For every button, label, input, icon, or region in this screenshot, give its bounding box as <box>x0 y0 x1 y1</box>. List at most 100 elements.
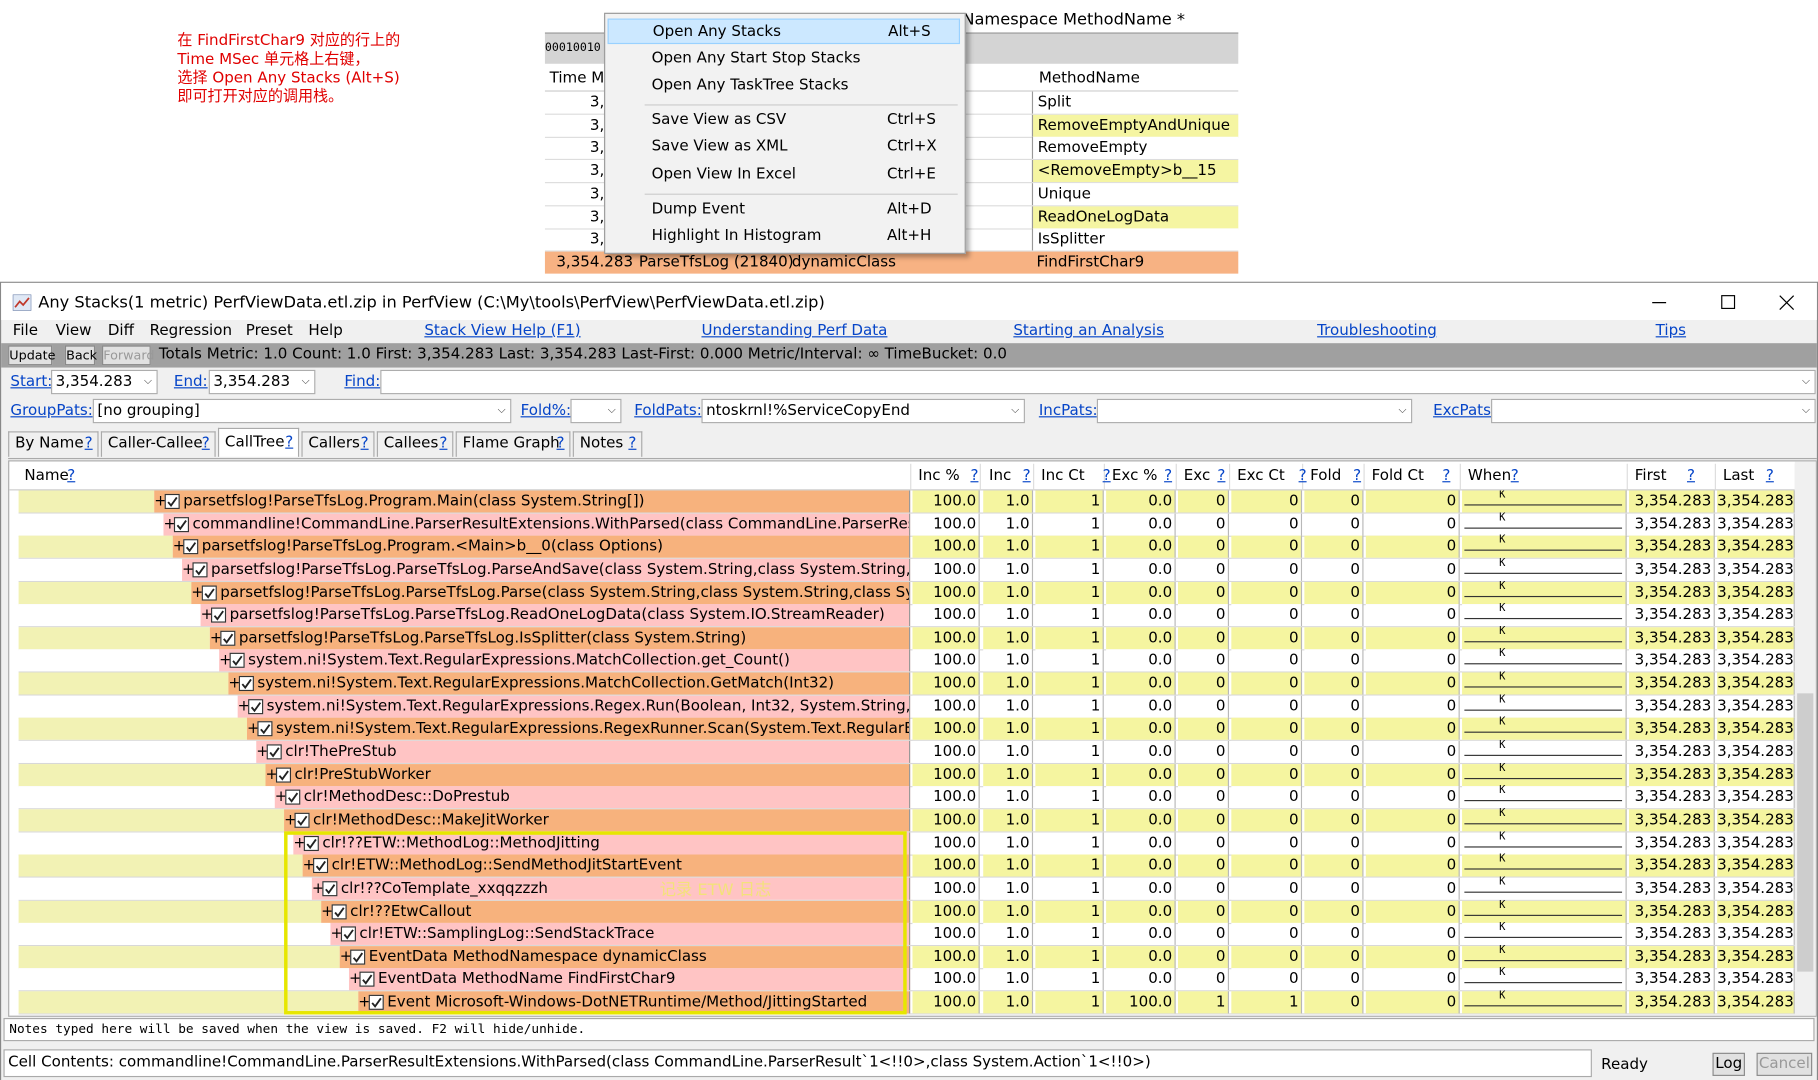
help-mark[interactable]: ? <box>1298 467 1307 485</box>
help-mark[interactable]: ? <box>360 434 369 453</box>
tab[interactable]: CallTree? <box>217 427 300 457</box>
checkbox[interactable] <box>229 653 245 669</box>
expander[interactable]: + <box>274 788 288 807</box>
grid-row[interactable]: + clr!??EtwCallout 100.0 1.0 1 0.0 0 0 0 0 K 3,354.… <box>18 899 1798 924</box>
expander[interactable]: + <box>358 993 371 1012</box>
grouppats-box[interactable]: [no grouping] ⌵ <box>92 398 512 424</box>
tab[interactable]: Flame Graph? <box>455 431 571 457</box>
foldpct-box[interactable]: ⌵ <box>570 398 622 424</box>
expander[interactable]: + <box>172 538 186 556</box>
help-mark[interactable]: ? <box>1765 467 1774 485</box>
help-mark[interactable]: ? <box>1102 467 1111 485</box>
help-link[interactable]: Stack View Help (F1) <box>424 322 581 340</box>
scrollbar[interactable] <box>1794 461 1816 1016</box>
grid-row[interactable]: + clr!MethodDesc::MakeJitWorker 100.0 1.0 1 0… <box>18 808 1798 833</box>
expander[interactable]: + <box>330 925 344 943</box>
help-mark[interactable]: ? <box>1353 467 1362 485</box>
grid-row[interactable]: + system.ni!System.Text.RegularExpression… <box>18 649 1798 674</box>
column-header[interactable]: Inc Ct? <box>1035 463 1111 490</box>
checkbox[interactable] <box>275 767 292 783</box>
expander[interactable]: + <box>339 948 353 966</box>
expander[interactable]: + <box>228 674 242 693</box>
checkbox[interactable] <box>238 676 254 692</box>
grouppats-link[interactable]: GroupPats: <box>10 402 93 420</box>
expander[interactable]: + <box>191 583 204 602</box>
toolbar-button[interactable]: Back <box>64 345 97 366</box>
column-header[interactable]: When? <box>1462 463 1628 490</box>
grid-row[interactable]: + clr!MethodDesc::DoPrestub 100.0 1.0 1 0.0 0 0… <box>18 785 1798 810</box>
expander[interactable]: + <box>321 902 334 921</box>
grid-row[interactable]: + system.ni!System.Text.RegularExpression… <box>18 717 1798 742</box>
menu-bar-item[interactable]: Preset <box>245 322 293 340</box>
grid-row[interactable]: + clr!??ETW::MethodLog::MethodJitting 100.… <box>18 831 1798 856</box>
column-header[interactable]: Last? <box>1717 463 1796 490</box>
expander[interactable]: + <box>163 515 177 533</box>
help-link[interactable]: Understanding Perf Data <box>701 322 888 340</box>
grid-row[interactable]: + parsetfslog!ParseTfsLog.ParseTfsLog.Par… <box>18 580 1798 605</box>
grid-row[interactable]: + clr!ETW::SamplingLog::SendStackTrace 100… <box>18 922 1798 947</box>
grid-row[interactable]: + system.ni!System.Text.RegularExpression… <box>18 671 1798 696</box>
grid-row[interactable]: + clr!??CoTemplate_xxqqzzzh 100.0 1.0 1 0.0 0 0… <box>18 876 1798 901</box>
help-mark[interactable]: ? <box>1217 467 1226 485</box>
checkbox[interactable] <box>266 744 282 760</box>
help-mark[interactable]: ? <box>201 434 210 453</box>
end-box[interactable]: 3,354.283 ⌵ <box>208 369 316 395</box>
column-header[interactable]: Fold Ct? <box>1366 463 1461 490</box>
help-link[interactable]: Troubleshooting <box>1317 322 1437 340</box>
log-button[interactable]: Log <box>1712 1052 1745 1076</box>
column-header[interactable]: Fold? <box>1304 463 1365 490</box>
checkbox[interactable] <box>248 698 264 714</box>
grid-row[interactable]: + EventData MethodName FindFirstChar9 100.… <box>18 967 1798 992</box>
menu-item[interactable]: Save View as CSV Ctrl+S <box>608 108 960 134</box>
grid-row[interactable]: + commandline!CommandLine.ParserResultExt… <box>18 512 1798 537</box>
help-mark[interactable]: ? <box>556 434 565 453</box>
column-header[interactable]: Exc? <box>1178 463 1231 490</box>
help-mark[interactable]: ? <box>970 467 979 485</box>
checkbox[interactable] <box>322 881 338 897</box>
toolbar-button[interactable]: Forward <box>102 345 154 366</box>
expander[interactable]: + <box>246 720 260 738</box>
column-header[interactable]: Inc %? <box>912 463 981 490</box>
help-mark[interactable]: ? <box>1442 467 1451 485</box>
tab[interactable]: By Name? <box>8 431 99 457</box>
checkbox[interactable] <box>331 903 347 919</box>
menu-item[interactable]: Save View as XML Ctrl+X <box>608 135 960 161</box>
grid-row[interactable]: + clr!ETW::MethodLog::SendMethodJitStartE… <box>18 854 1798 878</box>
excpats-box[interactable]: ⌵ <box>1491 398 1816 424</box>
checkbox[interactable] <box>350 949 366 965</box>
incpats-box[interactable]: ⌵ <box>1096 398 1413 424</box>
menu-bar-item[interactable]: Diff <box>107 322 135 340</box>
grid-row[interactable]: + parsetfslog!ParseTfsLog.ParseTfsLog.IsS… <box>18 626 1798 651</box>
expander[interactable]: + <box>265 766 279 784</box>
expander[interactable]: + <box>200 606 214 624</box>
menu-item[interactable]: Open View In Excel Ctrl+E <box>608 162 960 188</box>
tab[interactable]: Notes? <box>572 431 643 457</box>
start-box[interactable]: 3,354.283 ⌵ <box>51 369 158 395</box>
expander[interactable]: + <box>182 561 195 579</box>
help-mark[interactable]: ? <box>1022 467 1031 485</box>
checkbox[interactable] <box>192 562 208 578</box>
checkbox[interactable] <box>164 493 180 509</box>
foldpct-link[interactable]: Fold%: <box>520 402 572 420</box>
end-link[interactable]: End: <box>173 373 208 391</box>
checkbox[interactable] <box>303 835 319 851</box>
help-link[interactable]: Starting an Analysis <box>1013 322 1164 340</box>
column-header[interactable]: Exc %? <box>1106 463 1177 490</box>
tab[interactable]: Callees? <box>376 431 454 457</box>
find-link[interactable]: Find: <box>344 373 381 391</box>
checkbox[interactable] <box>313 858 329 874</box>
tab[interactable]: Callers? <box>301 431 375 457</box>
scroll-thumb[interactable] <box>1797 693 1814 972</box>
expander[interactable]: + <box>293 834 306 852</box>
toolbar-button[interactable]: Update <box>8 345 55 366</box>
grid-row[interactable]: + clr!ThePreStub 100.0 1.0 1 0.0 0 0 0 0 K 3,354.28… <box>18 740 1798 765</box>
menu-item[interactable]: Highlight In Histogram Alt+H <box>608 224 960 250</box>
menu-bar-item[interactable]: Regression <box>149 322 233 340</box>
menu-item[interactable]: Open Any Start Stop Stacks <box>608 46 960 72</box>
grid-row[interactable]: + parsetfslog!ParseTfsLog.ParseTfsLog.Par… <box>18 558 1798 582</box>
help-mark[interactable]: ? <box>439 434 448 453</box>
checkbox[interactable] <box>173 516 189 532</box>
checkbox[interactable] <box>211 607 227 623</box>
excpats-link[interactable]: ExcPats: <box>1433 402 1497 420</box>
help-link[interactable]: Tips <box>1655 322 1687 340</box>
